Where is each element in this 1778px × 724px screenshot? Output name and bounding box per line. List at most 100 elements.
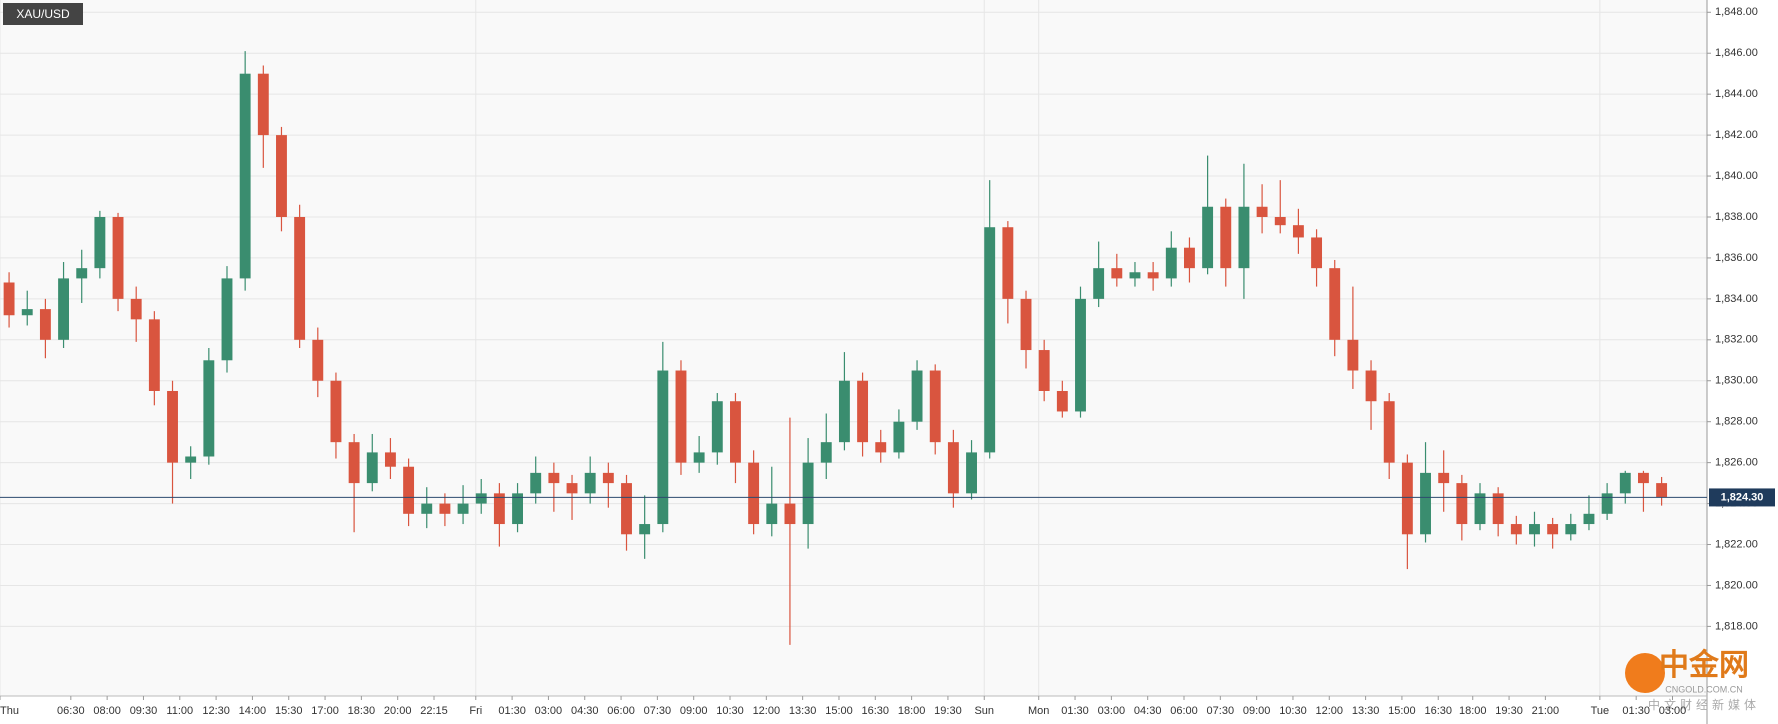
candle-body (1583, 513, 1595, 525)
candle-body (911, 370, 923, 422)
y-tick-label: 1,830.00 (1715, 375, 1758, 387)
candle-body (875, 442, 887, 453)
y-tick-label: 1,842.00 (1715, 129, 1758, 141)
candle-body (512, 493, 523, 525)
candle-body (639, 524, 651, 535)
x-tick-label: 21:00 (1532, 705, 1560, 717)
plot-background (0, 0, 1707, 696)
candle-body (857, 380, 869, 443)
x-tick-label: Fri (469, 705, 482, 717)
candle-body (58, 278, 70, 340)
candle-body (1347, 339, 1359, 371)
candle-body (203, 360, 215, 457)
candle-body (366, 452, 378, 484)
x-tick-label: 03:00 (1098, 705, 1126, 717)
candle-body (1111, 268, 1123, 279)
candle-body (1075, 298, 1086, 412)
candle-body (1202, 206, 1214, 269)
y-tick-label: 1,840.00 (1715, 170, 1758, 182)
candle-body (1329, 268, 1341, 340)
candle-body (1656, 483, 1668, 498)
x-tick-label: 14:00 (239, 705, 267, 717)
x-tick-label: 03:00 (1659, 705, 1687, 717)
candle-body (1056, 390, 1068, 412)
x-tick-label: 09:30 (130, 705, 158, 717)
x-tick-label: 07:30 (644, 705, 672, 717)
x-tick-label: 07:30 (1207, 705, 1235, 717)
candle-body (530, 472, 542, 494)
candle-body (966, 452, 977, 494)
x-tick-label: 17:00 (311, 705, 339, 717)
x-tick-label: 15:00 (825, 705, 853, 717)
x-tick-label: 10:30 (716, 705, 744, 717)
candle-body (439, 503, 451, 514)
candle-body (1637, 472, 1649, 484)
candle-body (21, 309, 33, 316)
candle-body (602, 472, 614, 484)
x-tick-label: 18:00 (1459, 705, 1487, 717)
candle-body (766, 503, 778, 525)
site: CNGOLD.COM.CN (1665, 684, 1743, 694)
candle-body (257, 73, 269, 136)
candle-body (675, 370, 687, 463)
candle-body (348, 442, 360, 484)
y-tick-label: 1,822.00 (1715, 538, 1758, 550)
candle-body (1292, 225, 1304, 238)
candles (3, 51, 1668, 645)
y-tick-label: 1,844.00 (1715, 88, 1758, 100)
x-tick-label: 01:30 (1061, 705, 1089, 717)
candle-body (493, 493, 505, 525)
x-tick-label: Mon (1028, 705, 1049, 717)
y-tick-label: 1,848.00 (1715, 6, 1758, 18)
candle-body (1274, 216, 1286, 226)
x-tick-label: 09:00 (680, 705, 708, 717)
x-tick-label: 06:00 (607, 705, 635, 717)
x-tick-label: 22:15 (420, 705, 448, 717)
brand: 中金网 (1659, 648, 1749, 682)
candle-body (1184, 247, 1195, 269)
x-tick-label: 19:30 (934, 705, 962, 717)
candle-body (221, 278, 233, 361)
candle-body (1420, 472, 1431, 535)
candle-body (657, 370, 669, 525)
candle-body (1256, 206, 1268, 217)
candle-body (457, 503, 469, 514)
candle-body (1383, 401, 1395, 463)
candle-body (1020, 298, 1032, 351)
x-tick-label: 09:00 (1243, 705, 1271, 717)
y-tick-label: 1,838.00 (1715, 211, 1758, 223)
candle-body (1129, 272, 1141, 279)
x-tick-label: Sun (974, 705, 994, 717)
candle-body (566, 483, 578, 494)
candle-body (748, 462, 760, 525)
candle-body (148, 319, 160, 391)
chart-title: XAU/USD (16, 7, 70, 21)
candle-body (1619, 472, 1631, 494)
symbol-badge (3, 3, 83, 25)
x-tick-label: 10:30 (1279, 705, 1307, 717)
candle-body (1147, 272, 1159, 279)
candle-body (276, 135, 287, 217)
candle-body (1492, 493, 1504, 525)
candle-body (384, 452, 396, 467)
x-tick-label: 18:30 (348, 705, 376, 717)
candle-body (711, 401, 723, 453)
tagline: 中文财经新媒体 (1648, 697, 1760, 712)
candle-body (1165, 247, 1177, 279)
watermark: 中金网 CNGOLD.COM.CN 中文财经新媒体 (1625, 648, 1760, 712)
y-tick-label: 1,832.00 (1715, 334, 1758, 346)
y-tick-label: 1,828.00 (1715, 416, 1758, 428)
candle-body (1311, 237, 1323, 269)
candle-body (1529, 524, 1540, 535)
candle-body (185, 456, 197, 463)
candle-body (1456, 483, 1468, 525)
y-tick-label: 1,846.00 (1715, 47, 1758, 59)
candle-body (1565, 524, 1577, 535)
candle-body (730, 401, 741, 463)
x-tick-label: 11:00 (166, 705, 193, 717)
candle-body (1547, 524, 1559, 535)
candle-body (1510, 524, 1522, 535)
x-tick-label: 18:00 (898, 705, 926, 717)
candle-body (112, 216, 124, 299)
candle-body (130, 298, 142, 320)
